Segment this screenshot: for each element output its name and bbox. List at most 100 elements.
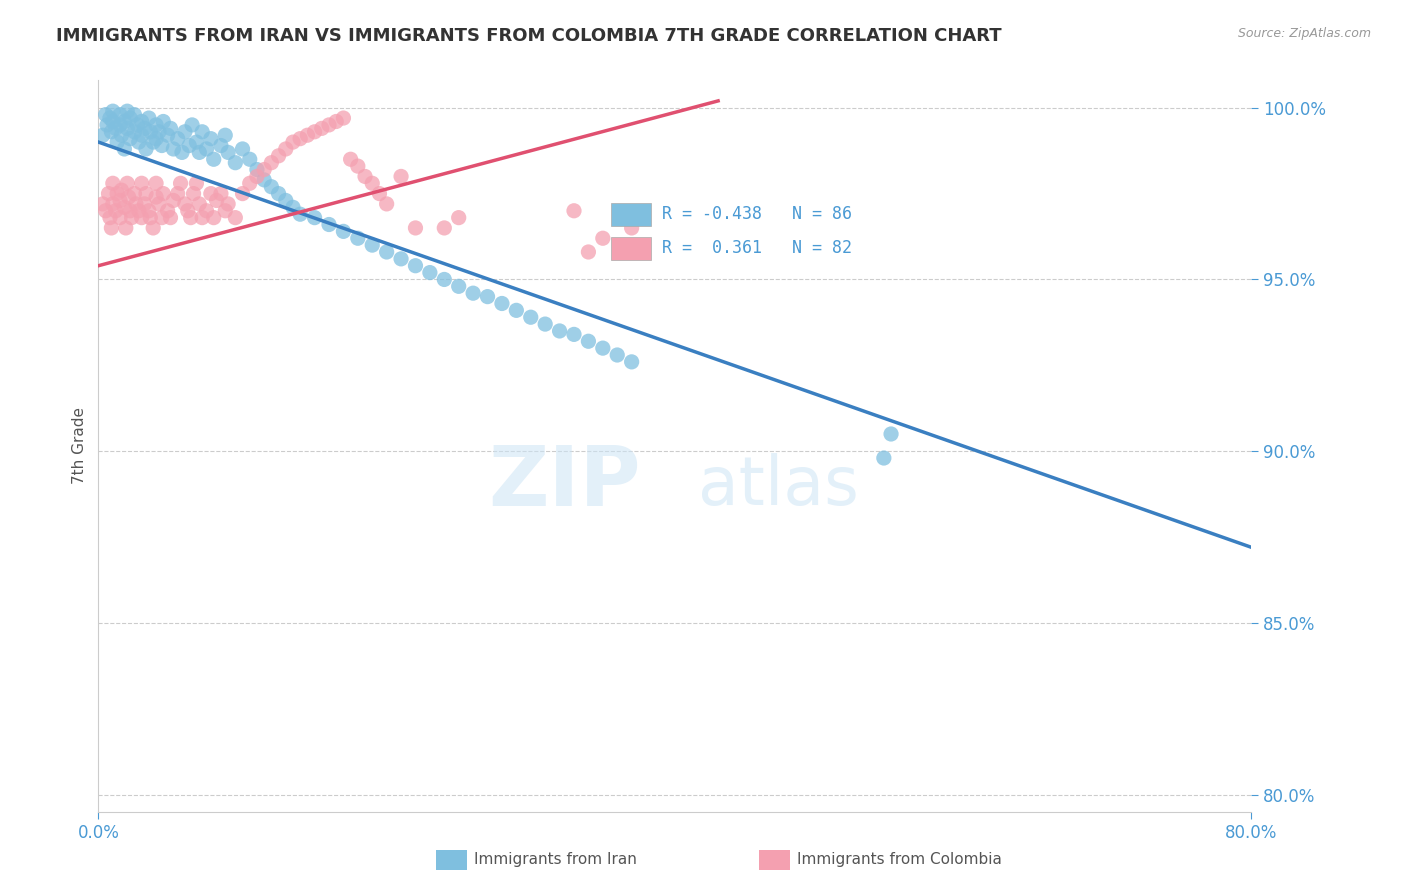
Point: [606, 348, 628, 362]
Point: [108, 211, 131, 225]
Point: [131, 128, 153, 143]
Point: [195, 142, 218, 156]
Point: [419, 266, 441, 280]
Point: [179, 138, 201, 153]
Point: [150, 211, 173, 225]
Point: [375, 197, 398, 211]
Point: [152, 114, 174, 128]
Point: [224, 211, 246, 225]
Point: [318, 118, 340, 132]
Point: [131, 176, 153, 190]
Point: [124, 125, 146, 139]
Point: [433, 272, 456, 286]
Point: [117, 176, 139, 190]
Point: [246, 169, 269, 184]
Point: [361, 176, 384, 190]
Point: [104, 121, 127, 136]
Point: [246, 162, 269, 177]
Text: Source: ZipAtlas.com: Source: ZipAtlas.com: [1237, 27, 1371, 40]
Point: [191, 125, 214, 139]
Point: [205, 194, 228, 208]
Point: [461, 286, 484, 301]
Point: [145, 118, 167, 132]
Point: [332, 111, 354, 125]
Text: ZIP: ZIP: [488, 442, 640, 523]
Point: [118, 190, 141, 204]
Point: [166, 186, 188, 201]
Point: [100, 125, 122, 139]
Point: [134, 121, 156, 136]
Point: [191, 211, 214, 225]
Point: [447, 279, 470, 293]
Point: [105, 186, 128, 201]
Point: [180, 211, 202, 225]
Point: [177, 203, 200, 218]
Point: [405, 259, 427, 273]
Point: [156, 203, 179, 218]
Point: [162, 194, 184, 208]
Point: [110, 128, 132, 143]
Point: [214, 203, 236, 218]
Point: [110, 183, 132, 197]
Point: [297, 128, 319, 143]
Point: [142, 221, 165, 235]
Point: [520, 310, 543, 325]
Point: [139, 211, 162, 225]
Point: [174, 197, 197, 211]
Point: [260, 155, 283, 169]
Point: [138, 111, 160, 125]
Point: [578, 334, 600, 349]
Point: [100, 221, 122, 235]
Point: [311, 121, 333, 136]
Point: [253, 173, 276, 187]
Point: [325, 114, 347, 128]
Point: [128, 135, 150, 149]
Point: [339, 153, 361, 167]
Point: [260, 179, 283, 194]
Point: [98, 111, 121, 125]
Point: [174, 125, 197, 139]
Point: [131, 211, 153, 225]
Point: [108, 194, 131, 208]
Point: [101, 104, 124, 119]
Point: [346, 159, 368, 173]
Point: [125, 197, 148, 211]
Point: [170, 145, 193, 160]
Point: [101, 114, 124, 128]
Point: [186, 135, 208, 149]
Point: [124, 186, 146, 201]
Point: [620, 355, 643, 369]
Point: [96, 118, 118, 132]
Point: [135, 186, 157, 201]
Point: [127, 118, 149, 132]
Text: Immigrants from Colombia: Immigrants from Colombia: [797, 853, 1002, 867]
Point: [267, 186, 290, 201]
Point: [162, 142, 184, 156]
Point: [117, 121, 139, 136]
Point: [375, 244, 398, 259]
Point: [97, 186, 120, 201]
Point: [274, 194, 297, 208]
Point: [209, 186, 232, 201]
Point: [548, 324, 571, 338]
Point: [112, 142, 135, 156]
Point: [121, 211, 143, 225]
Point: [186, 176, 208, 190]
Point: [195, 203, 218, 218]
Point: [534, 317, 557, 331]
Point: [281, 135, 304, 149]
Point: [578, 244, 600, 259]
Point: [156, 128, 179, 143]
Text: Immigrants from Iran: Immigrants from Iran: [474, 853, 637, 867]
Point: [433, 221, 456, 235]
Point: [188, 145, 211, 160]
Point: [290, 131, 312, 145]
Point: [169, 176, 191, 190]
Point: [281, 200, 304, 214]
Point: [304, 125, 326, 139]
Point: [447, 211, 470, 225]
Point: [120, 203, 142, 218]
Point: [290, 207, 312, 221]
Point: [98, 211, 121, 225]
Point: [231, 186, 254, 201]
